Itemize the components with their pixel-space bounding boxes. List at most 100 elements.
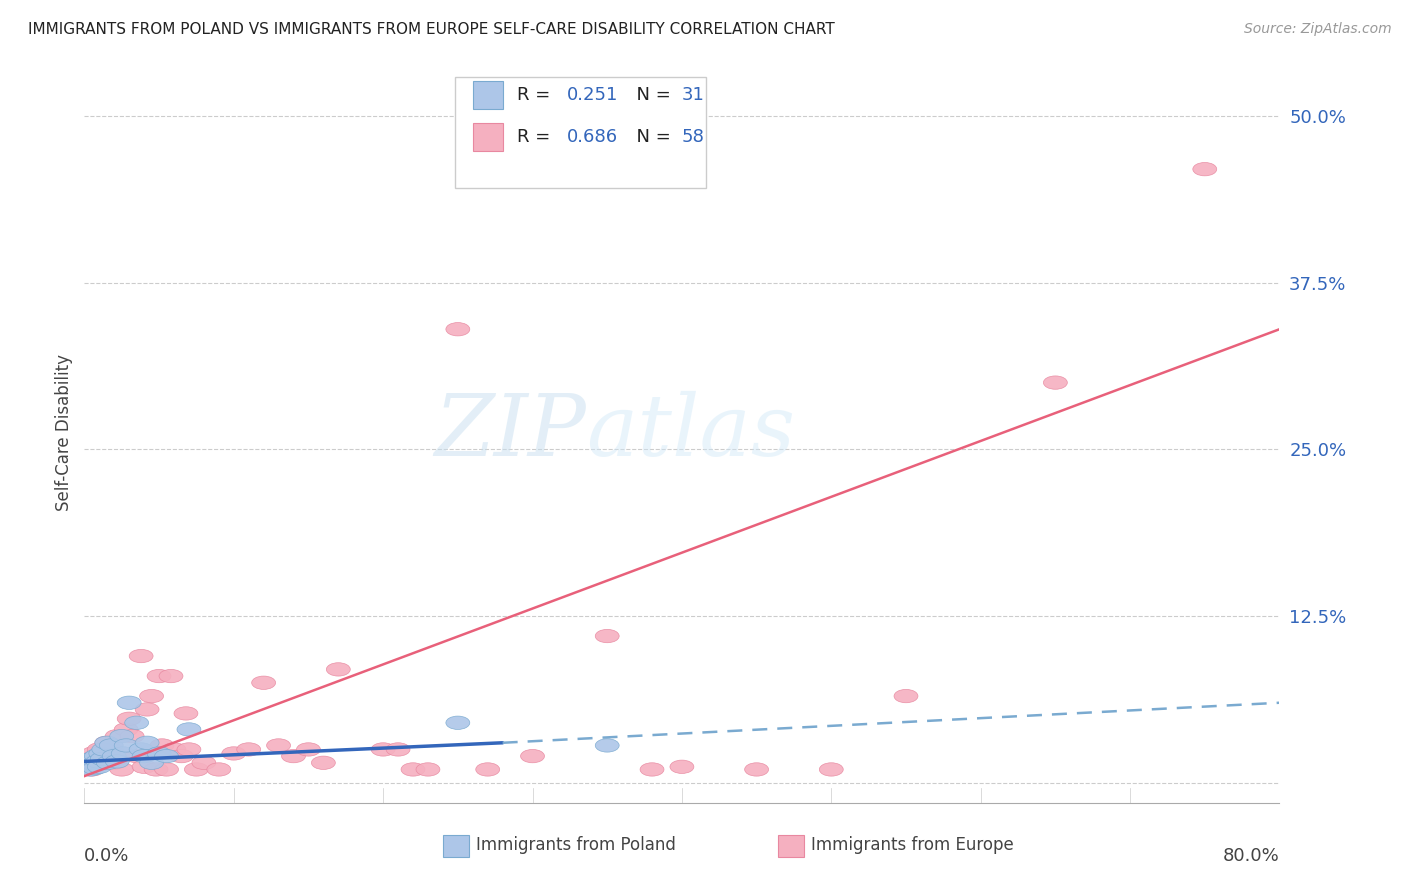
Ellipse shape: [91, 743, 115, 756]
Ellipse shape: [111, 747, 135, 760]
Ellipse shape: [135, 736, 159, 749]
Ellipse shape: [170, 749, 194, 763]
Ellipse shape: [416, 763, 440, 776]
Ellipse shape: [267, 739, 291, 752]
Text: Immigrants from Europe: Immigrants from Europe: [811, 836, 1014, 854]
Ellipse shape: [145, 763, 169, 776]
Text: 0.686: 0.686: [567, 128, 619, 146]
Ellipse shape: [87, 760, 111, 773]
Ellipse shape: [520, 749, 544, 763]
Ellipse shape: [132, 760, 156, 773]
Ellipse shape: [94, 736, 118, 749]
Ellipse shape: [82, 747, 105, 760]
Ellipse shape: [371, 743, 395, 756]
Ellipse shape: [93, 747, 117, 760]
Ellipse shape: [174, 706, 198, 720]
Ellipse shape: [117, 712, 141, 725]
Ellipse shape: [105, 730, 129, 743]
Ellipse shape: [139, 756, 163, 770]
Ellipse shape: [86, 757, 110, 771]
Ellipse shape: [312, 756, 336, 770]
Ellipse shape: [135, 703, 159, 716]
Text: atlas: atlas: [586, 392, 796, 474]
Ellipse shape: [129, 743, 153, 756]
Ellipse shape: [103, 756, 127, 770]
Text: N =: N =: [624, 128, 676, 146]
Ellipse shape: [82, 757, 105, 771]
Text: 0.0%: 0.0%: [84, 847, 129, 865]
Ellipse shape: [326, 663, 350, 676]
Text: 0.251: 0.251: [567, 86, 619, 104]
FancyBboxPatch shape: [443, 835, 470, 857]
Text: R =: R =: [517, 128, 555, 146]
Ellipse shape: [150, 739, 174, 752]
Ellipse shape: [114, 723, 138, 736]
Text: Source: ZipAtlas.com: Source: ZipAtlas.com: [1244, 22, 1392, 37]
Ellipse shape: [595, 630, 619, 643]
Text: 58: 58: [682, 128, 704, 146]
Ellipse shape: [76, 760, 100, 773]
FancyBboxPatch shape: [472, 81, 503, 109]
Ellipse shape: [105, 755, 129, 768]
Ellipse shape: [79, 752, 103, 765]
Ellipse shape: [80, 763, 104, 776]
Ellipse shape: [155, 763, 179, 776]
Ellipse shape: [177, 723, 201, 736]
Ellipse shape: [640, 763, 664, 776]
Ellipse shape: [177, 743, 201, 756]
Ellipse shape: [77, 756, 101, 770]
Ellipse shape: [475, 763, 499, 776]
Ellipse shape: [87, 743, 111, 756]
Ellipse shape: [96, 756, 121, 770]
Ellipse shape: [110, 730, 134, 743]
Ellipse shape: [121, 730, 145, 743]
Ellipse shape: [80, 752, 104, 765]
Ellipse shape: [595, 739, 619, 752]
Ellipse shape: [894, 690, 918, 703]
Ellipse shape: [207, 763, 231, 776]
Ellipse shape: [100, 743, 124, 756]
Ellipse shape: [1043, 376, 1067, 389]
Ellipse shape: [155, 749, 179, 763]
Ellipse shape: [820, 763, 844, 776]
Ellipse shape: [297, 743, 321, 756]
Ellipse shape: [89, 747, 112, 760]
Ellipse shape: [139, 690, 163, 703]
Ellipse shape: [236, 743, 260, 756]
Ellipse shape: [162, 743, 186, 756]
FancyBboxPatch shape: [456, 78, 706, 188]
Ellipse shape: [401, 763, 425, 776]
Ellipse shape: [132, 749, 156, 763]
Ellipse shape: [90, 752, 114, 765]
Ellipse shape: [94, 736, 118, 749]
Ellipse shape: [222, 747, 246, 760]
Ellipse shape: [446, 323, 470, 336]
Ellipse shape: [125, 716, 149, 730]
Ellipse shape: [1192, 162, 1216, 176]
Text: 31: 31: [682, 86, 704, 104]
Ellipse shape: [84, 749, 108, 763]
Ellipse shape: [77, 760, 101, 773]
Text: ZIP: ZIP: [434, 392, 586, 474]
Ellipse shape: [83, 762, 107, 775]
Y-axis label: Self-Care Disability: Self-Care Disability: [55, 354, 73, 511]
Ellipse shape: [387, 743, 411, 756]
Ellipse shape: [110, 763, 134, 776]
Ellipse shape: [148, 669, 172, 682]
Ellipse shape: [117, 696, 141, 709]
Ellipse shape: [114, 739, 138, 752]
Ellipse shape: [103, 749, 127, 763]
Ellipse shape: [129, 649, 153, 663]
Ellipse shape: [100, 739, 124, 752]
Ellipse shape: [125, 749, 149, 763]
Text: Immigrants from Poland: Immigrants from Poland: [477, 836, 676, 854]
Ellipse shape: [86, 755, 110, 768]
Ellipse shape: [84, 749, 108, 763]
Text: N =: N =: [624, 86, 676, 104]
Ellipse shape: [79, 763, 103, 776]
FancyBboxPatch shape: [472, 123, 503, 152]
Ellipse shape: [446, 716, 470, 730]
Ellipse shape: [281, 749, 305, 763]
Ellipse shape: [159, 669, 183, 682]
Ellipse shape: [193, 756, 217, 770]
